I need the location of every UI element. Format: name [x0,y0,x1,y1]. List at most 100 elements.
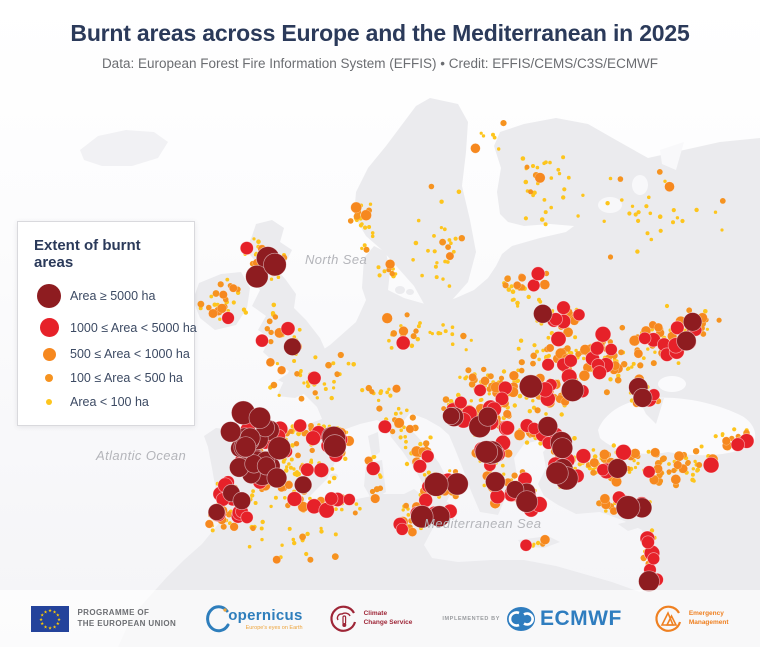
legend-row: 500 ≤ Area < 1000 ha [34,347,190,361]
burnt-area-dot-100_500 [660,455,667,462]
burnt-area-dot-1000_5000 [589,341,605,356]
burnt-area-dot-lt100 [442,227,447,232]
burnt-area-dot-lt100 [360,246,364,251]
burnt-area-dot-500_1000 [539,534,551,545]
burnt-area-dot-lt100 [256,239,261,244]
burnt-area-dot-100_500 [268,339,274,345]
burnt-area-dot-lt100 [591,448,596,452]
burnt-area-dot-lt100 [277,393,281,397]
burnt-area-dot-lt100 [435,261,439,265]
burnt-area-dot-lt100 [487,392,491,396]
burnt-area-dot-lt100 [627,211,632,216]
burnt-area-dot-lt100 [287,462,291,466]
burnt-area-dot-ge5000 [323,434,347,458]
burnt-area-dot-lt100 [428,330,432,334]
legend-row: 100 ≤ Area < 500 ha [34,371,183,385]
burnt-area-dot-1000_5000 [221,311,235,325]
burnt-area-dot-1000_5000 [286,491,303,507]
burnt-area-dot-lt100 [636,218,641,223]
burnt-area-dot-lt100 [387,387,391,391]
burnt-area-dot-lt100 [663,179,667,183]
burnt-area-dot-lt100 [399,411,403,415]
burnt-area-dot-lt100 [334,507,338,511]
legend-row: Area ≥ 5000 ha [34,284,180,308]
burnt-area-dot-lt100 [542,198,547,202]
burnt-area-dots-layer [197,120,755,593]
burnt-area-dot-100_500 [500,120,507,127]
legend-dot-wrap [34,284,64,308]
burnt-area-dot-100_500 [250,525,256,532]
burnt-area-dot-100_500 [376,405,383,412]
burnt-area-dot-lt100 [531,164,535,168]
burnt-area-dot-ge5000 [676,330,697,352]
burnt-area-dot-lt100 [292,467,296,471]
burnt-area-dot-100_500 [413,328,419,334]
legend-dot-lt100 [46,399,52,405]
burnt-area-dot-lt100 [543,222,548,227]
burnt-area-dot-1000_5000 [642,465,656,479]
burnt-area-dot-lt100 [544,412,548,416]
burnt-area-dot-lt100 [653,350,657,354]
burnt-area-dot-1000_5000 [494,391,510,406]
burnt-area-dot-lt100 [209,294,214,299]
burnt-area-dot-100_500 [309,447,315,454]
burnt-area-dot-1000_5000 [563,353,578,368]
burnt-area-dot-lt100 [210,528,215,533]
burnt-area-dot-ge5000 [607,458,628,479]
burnt-area-dot-ge5000 [232,491,252,511]
burnt-area-dot-1000_5000 [527,278,541,293]
burnt-area-dot-lt100 [451,249,456,254]
eu-programme-logo: ★ ★ ★ ★ ★ ★ ★ ★ ★ ★ ★ ★ PROGRAMME OF THE EUROPEA… [31,605,176,632]
burnt-area-dot-lt100 [304,551,309,557]
burnt-area-dot-1000_5000 [307,370,322,386]
svg-text:★: ★ [41,612,45,618]
burnt-area-dot-lt100 [532,343,537,348]
burnt-area-dot-lt100 [322,382,327,386]
burnt-area-dot-lt100 [450,325,455,330]
legend-row: 1000 ≤ Area < 5000 ha [34,318,197,337]
burnt-area-dot-1000_5000 [377,419,392,434]
burnt-area-dot-lt100 [713,434,718,439]
burnt-area-dot-lt100 [576,214,580,218]
burnt-area-dot-lt100 [270,311,276,316]
burnt-area-dot-lt100 [415,337,420,342]
burnt-area-dot-lt100 [445,260,450,264]
burnt-area-dot-lt100 [531,399,535,403]
burnt-area-dot-lt100 [456,189,462,195]
burnt-area-dot-lt100 [438,331,443,336]
svg-text:★: ★ [53,624,57,630]
burnt-area-dot-lt100 [509,284,514,289]
legend-label: 100 ≤ Area < 500 ha [70,371,183,385]
burnt-area-dot-lt100 [605,201,610,206]
burnt-area-dot-100_500 [458,235,465,242]
burnt-area-dot-500_1000 [599,493,611,505]
burnt-area-dot-1000_5000 [730,437,745,452]
burnt-area-dot-lt100 [441,323,445,327]
burnt-area-dot-lt100 [388,393,393,398]
burnt-area-dot-lt100 [532,190,537,195]
lake-onega [632,175,648,195]
burnt-area-dot-lt100 [602,219,606,223]
burnt-area-dot-1000_5000 [324,491,339,506]
burnt-area-dot-500_1000 [468,373,477,382]
burnt-area-dot-500_1000 [502,409,512,419]
burnt-area-dot-100_500 [617,176,624,182]
burnt-area-dot-1000_5000 [702,456,720,474]
burnt-area-dot-lt100 [360,222,364,226]
burnt-area-dot-lt100 [283,496,287,500]
burnt-area-dot-100_500 [465,367,472,374]
burnt-area-dot-100_500 [692,448,700,455]
burnt-area-dot-100_500 [504,275,511,283]
burnt-area-dot-lt100 [430,332,434,336]
burnt-area-dot-lt100 [478,398,483,403]
burnt-area-dot-lt100 [404,439,408,444]
burnt-area-dot-500_1000 [650,447,661,458]
burnt-area-dot-lt100 [559,412,564,417]
burnt-area-dot-lt100 [516,346,521,351]
burnt-area-dot-1000_5000 [670,320,685,335]
burnt-area-dot-100_500 [656,169,663,175]
burnt-area-dot-lt100 [518,338,524,343]
burnt-area-dot-lt100 [516,304,520,308]
burnt-area-dot-lt100 [426,470,431,475]
burnt-area-dot-500_1000 [272,555,282,565]
